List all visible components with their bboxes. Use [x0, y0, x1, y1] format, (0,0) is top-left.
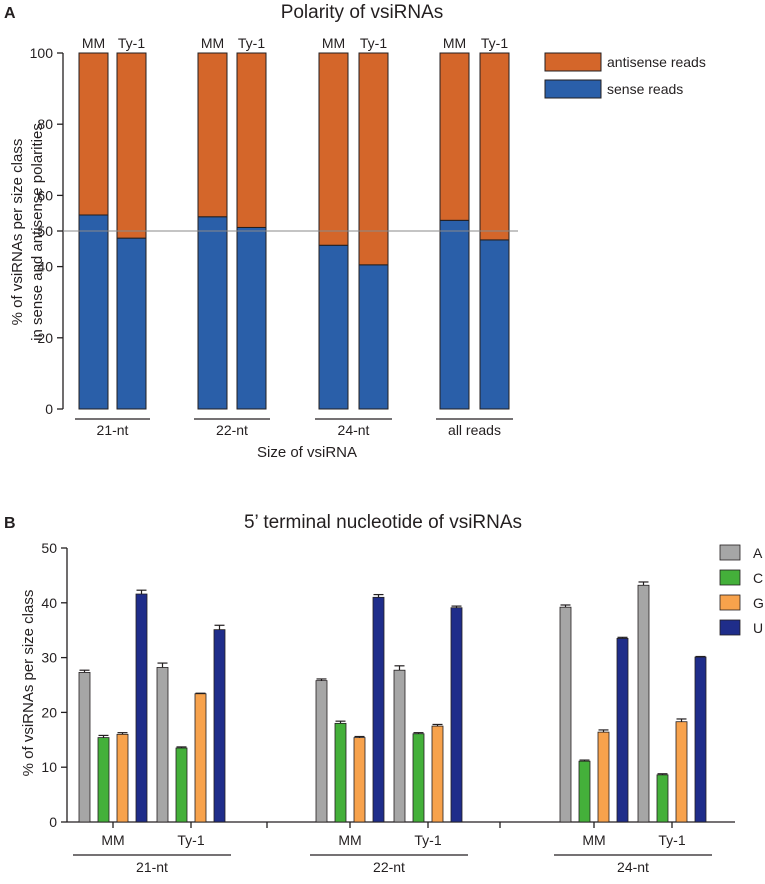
bar-label-24-nt-mm: MM [322, 35, 345, 51]
bar-sense-24-nt-mm [318, 244, 349, 410]
bar-antisense-21-nt-ty-1 [116, 52, 147, 239]
bar-24-nt-mm-a [559, 606, 572, 823]
a-y-tick-label: 80 [37, 116, 53, 132]
bar-24-nt-mm-g [597, 731, 610, 823]
group-label-22-nt: 22-nt [216, 422, 248, 438]
bar-antisense-22-nt-ty-1 [236, 52, 267, 228]
bar-antisense-24-nt-mm [318, 52, 349, 246]
legend-label-a: A [753, 545, 763, 561]
bar-sense-22-nt-mm [197, 216, 228, 410]
bar-label-22-nt-ty-1: Ty-1 [238, 35, 265, 51]
group-label-24-nt: 24-nt [338, 422, 370, 438]
panel-a-xlabel: Size of vsiRNA [257, 444, 357, 461]
bar-21-nt-ty-1-u [213, 629, 226, 823]
bar-label-21-nt-ty-1: Ty-1 [118, 35, 145, 51]
legend-swatch-antisense-reads [544, 52, 602, 72]
bar-21-nt-ty-1-a [156, 667, 169, 823]
bar-24-nt-ty-1-c [656, 774, 669, 823]
panel-b-ylabel: % of vsiRNAs per size class [20, 590, 37, 777]
legend-label-g: G [753, 595, 764, 611]
bar-21-nt-ty-1-c [175, 747, 188, 823]
b-y-tick-label: 10 [41, 759, 57, 775]
panel-a-title: Polarity of vsiRNAs [281, 2, 444, 23]
bar-22-nt-ty-1-u [450, 607, 463, 823]
bar-sense-22-nt-ty-1 [236, 226, 267, 410]
bar-24-nt-ty-1-g [675, 721, 688, 823]
legend-label-sense-reads: sense reads [607, 81, 683, 97]
legend-label-u: U [753, 620, 763, 636]
bar-sense-all-reads-mm [439, 219, 470, 410]
bar-label-21-nt-mm: MM [82, 35, 105, 51]
panel-a-ylabel-line2: in sense and antisense polarities [29, 123, 46, 341]
bar-sense-21-nt-mm [78, 214, 109, 410]
group-label-24-nt: 24-nt [617, 859, 649, 875]
bar-21-nt-ty-1-g [194, 693, 207, 823]
a-y-tick-label: 50 [37, 223, 53, 239]
subgroup-label-22-nt-mm: MM [338, 832, 361, 848]
a-y-tick-label: 100 [30, 45, 54, 61]
bar-24-nt-ty-1-u [694, 656, 707, 823]
legend-swatch-c [719, 569, 741, 586]
bar-22-nt-ty-1-c [412, 733, 425, 823]
subgroup-label-21-nt-ty-1: Ty-1 [177, 832, 204, 848]
bar-antisense-21-nt-mm [78, 52, 109, 216]
bar-label-24-nt-ty-1: Ty-1 [360, 35, 387, 51]
a-y-tick-label: 40 [37, 259, 53, 275]
bar-sense-24-nt-ty-1 [358, 264, 389, 410]
legend-label-antisense-reads: antisense reads [607, 54, 706, 70]
bar-22-nt-mm-a [315, 680, 328, 823]
panel-b-label: B [4, 515, 16, 532]
bar-antisense-22-nt-mm [197, 52, 228, 218]
bar-22-nt-mm-g [353, 737, 366, 823]
bar-label-22-nt-mm: MM [201, 35, 224, 51]
subgroup-label-24-nt-mm: MM [582, 832, 605, 848]
bar-22-nt-ty-1-a [393, 669, 406, 823]
bar-24-nt-mm-c [578, 760, 591, 823]
group-label-21-nt: 21-nt [97, 422, 129, 438]
a-y-tick-label: 0 [45, 401, 53, 417]
panel-a-ylabel-line1: % of vsiRNAs per size class [9, 139, 26, 326]
bar-21-nt-mm-g [116, 733, 129, 823]
b-y-tick-label: 20 [41, 704, 57, 720]
bar-24-nt-mm-u [616, 638, 629, 823]
bar-21-nt-mm-a [78, 671, 91, 823]
bar-22-nt-mm-c [334, 722, 347, 823]
bar-22-nt-ty-1-g [431, 725, 444, 823]
legend-swatch-a [719, 544, 741, 561]
bar-label-all-reads-ty-1: Ty-1 [481, 35, 508, 51]
b-y-tick-label: 0 [49, 814, 57, 830]
bar-label-all-reads-mm: MM [443, 35, 466, 51]
b-y-tick-label: 30 [41, 650, 57, 666]
bar-22-nt-mm-u [372, 596, 385, 823]
subgroup-label-22-nt-ty-1: Ty-1 [414, 832, 441, 848]
bar-21-nt-mm-u [135, 593, 148, 823]
subgroup-label-21-nt-mm: MM [101, 832, 124, 848]
bar-21-nt-mm-c [97, 737, 110, 823]
group-label-all-reads: all reads [448, 422, 501, 438]
panel-b-title: 5’ terminal nucleotide of vsiRNAs [244, 512, 522, 533]
panel-b-plot: 0 10 20 30 40 50 MM Ty-1 21-nt MM Ty-1 22-nt MM Ty-1 2… [41, 540, 763, 875]
b-y-tick-label: 50 [41, 540, 57, 556]
bar-sense-21-nt-ty-1 [116, 237, 147, 410]
legend-swatch-u [719, 619, 741, 636]
bar-antisense-24-nt-ty-1 [358, 52, 389, 266]
group-label-21-nt: 21-nt [136, 859, 168, 875]
legend-swatch-sense-reads [544, 79, 602, 99]
bar-antisense-all-reads-mm [439, 52, 470, 221]
a-y-tick-label: 20 [37, 330, 53, 346]
a-y-tick-label: 60 [37, 187, 53, 203]
panel-a-label: A [4, 5, 16, 22]
bar-antisense-all-reads-ty-1 [479, 52, 510, 241]
group-label-22-nt: 22-nt [373, 859, 405, 875]
bar-24-nt-ty-1-a [637, 584, 650, 823]
legend-label-c: C [753, 570, 763, 586]
bar-sense-all-reads-ty-1 [479, 239, 510, 410]
panel-a-plot: 0 20 40 50 60 80 100 MM Ty-1 21-nt MM Ty-1 22-nt MM Ty… [30, 35, 706, 438]
legend-swatch-g [719, 594, 741, 611]
b-y-tick-label: 40 [41, 595, 57, 611]
subgroup-label-24-nt-ty-1: Ty-1 [658, 832, 685, 848]
